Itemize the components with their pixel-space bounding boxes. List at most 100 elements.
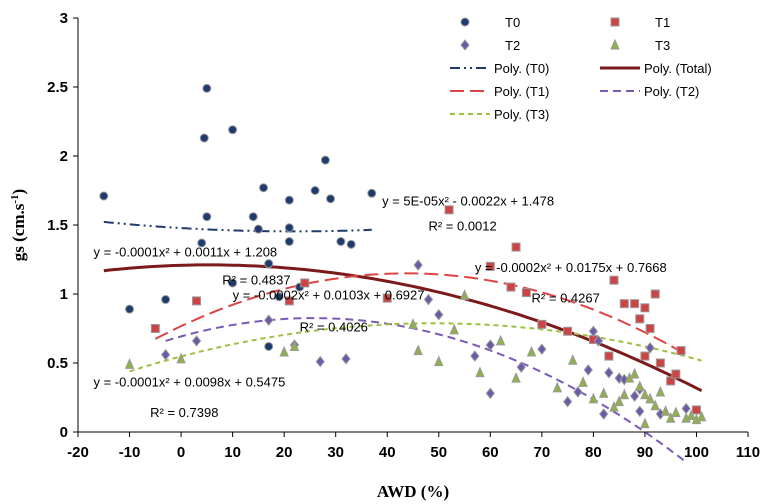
legend-label-poly-total-: Poly. (Total) [644,61,712,76]
point-t0 [274,292,284,302]
annotation-t1-eq: y = -0.0002x² + 0.0175x + 0.7668 [475,260,667,275]
point-t2 [604,366,614,379]
point-t0 [161,295,171,305]
trendline-poly-total- [103,263,703,393]
point-t1 [604,351,614,361]
point-t3 [408,318,418,329]
point-t3 [619,388,630,400]
annotation-t2-r2: R² = 0.4026 [300,319,368,334]
x-tick-label: 70 [534,444,551,461]
x-tick-label: 60 [482,444,499,461]
annotations-group: y = 5E-05x² - 0.0022x + 1.478 R² = 0.0012… [93,194,666,420]
point-t2 [593,335,604,347]
point-t3 [279,345,289,357]
legend: T0 T1 T2 T3 Poly. (T0) Poly. (Total) Poly. (T1… [450,15,712,122]
y-tick-label: 1.5 [47,217,68,234]
point-t2 [160,348,171,361]
point-t1 [300,278,310,288]
legend-label-t0: T0 [505,15,520,30]
y-tick-label: 0.5 [47,355,68,372]
point-t1 [444,205,454,215]
annotation-t3-r2: R² = 0.7398 [150,405,218,420]
point-t1 [609,275,619,285]
point-t1 [671,369,681,379]
point-t3 [578,376,588,387]
point-t3 [588,392,599,404]
point-t3 [475,366,485,378]
point-t3 [567,354,578,365]
point-t1 [650,289,660,299]
point-t2 [485,387,495,400]
annotation-t3-eq: y = -0.0001x² + 0.0098x + 0.5475 [93,374,285,389]
point-t0 [284,223,294,233]
point-t1 [640,303,650,313]
point-t1 [666,376,676,386]
data-points-group [99,83,707,429]
legend-marker-t1 [610,17,620,27]
legend-label-poly-t2-: Poly. (T2) [644,84,699,99]
point-t2 [573,386,583,398]
x-tick-label: 40 [379,444,396,461]
point-t3 [686,409,697,420]
point-t3 [511,371,521,383]
point-t0 [326,194,336,204]
legend-marker-t3 [610,38,620,50]
point-t1 [691,405,701,415]
point-t0 [284,237,294,247]
point-t1 [521,288,531,298]
point-t1 [537,319,547,329]
x-tick-label: 80 [585,444,602,461]
x-tick-label: 90 [637,444,654,461]
point-t1 [630,299,640,309]
point-t1 [485,261,495,271]
legend-marker-t0 [460,17,470,27]
point-t3 [640,388,650,400]
point-t1 [563,326,573,336]
point-t2 [516,361,526,373]
legend-label-t3: T3 [655,38,670,53]
point-t0 [336,237,346,247]
point-t3 [629,367,640,379]
point-t3 [671,406,681,418]
point-t1 [655,358,665,368]
point-t2 [341,353,351,365]
point-t3 [598,387,609,398]
legend-label-poly-t0-: Poly. (T0) [494,61,549,76]
y-tick-label: 1 [60,286,68,303]
point-t3 [433,355,444,367]
point-t1 [676,346,686,356]
legend-label-poly-t3-: Poly. (T3) [494,107,549,122]
point-t2 [264,314,274,327]
point-t3 [176,352,186,364]
annotation-total-r2: R² = 0.4837 [222,272,290,287]
point-t0 [264,259,274,269]
x-tick-label: 30 [327,444,344,461]
x-tick-label: 50 [430,444,447,461]
point-t2 [635,405,645,418]
point-t2 [629,390,640,402]
point-t3 [526,345,537,357]
point-t0 [125,304,135,314]
point-t3 [614,395,624,407]
point-t0 [199,133,209,143]
point-t2 [537,343,547,356]
point-t3 [640,417,650,429]
point-t1 [511,242,521,252]
point-t0 [253,224,263,234]
annotation-total-eq: y = -0.0001x² + 0.0011x + 1.208 [93,245,277,260]
y-tick-label: 2 [60,148,68,165]
point-t2 [413,259,423,271]
trendlines-group [103,220,703,463]
legend-label-t2: T2 [505,38,520,53]
point-t1 [192,296,202,306]
point-t0 [346,239,356,249]
trendline-poly-t0- [103,220,372,233]
legend-label-t1: T1 [655,15,670,30]
point-t1 [150,324,160,333]
x-tick-label: 0 [177,444,185,461]
trendline-poly-t2- [165,317,687,463]
point-t3 [660,405,671,416]
point-t0 [202,212,212,222]
y-tick-label: 2.5 [47,79,68,96]
